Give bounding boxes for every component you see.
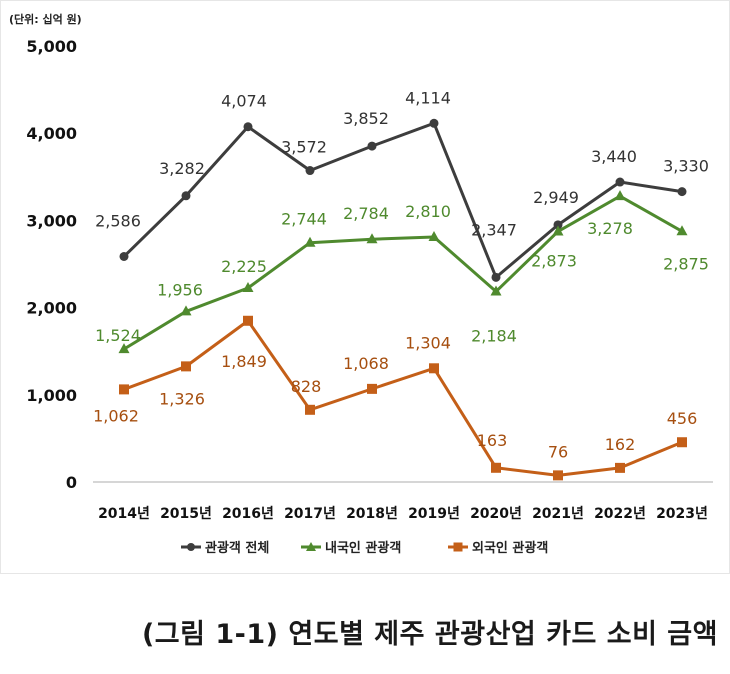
data-label: 1,304 xyxy=(405,333,451,352)
x-tick-label: 2022년 xyxy=(594,506,646,522)
data-point xyxy=(490,285,502,296)
chart-area: (단위: 십억 원) 0 1,000 2,000 3,000 4,000 5,000 20… xyxy=(0,0,730,574)
unit-label: (단위: 십억 원) xyxy=(9,12,82,26)
data-point xyxy=(429,363,439,374)
legend-label: 관광객 전체 xyxy=(205,540,269,556)
y-tick-label: 2,000 xyxy=(26,299,77,318)
x-tick-label: 2014년 xyxy=(98,506,150,522)
data-point xyxy=(243,122,253,132)
data-point xyxy=(614,190,626,201)
legend-marker xyxy=(306,542,316,551)
data-label: 162 xyxy=(605,435,636,454)
legend-marker xyxy=(187,543,195,551)
data-label: 828 xyxy=(291,377,322,396)
x-tick-label: 2017년 xyxy=(284,506,336,522)
x-tick-label: 2015년 xyxy=(160,506,212,522)
data-point xyxy=(491,462,501,473)
figure-caption: (그림 1-1) 연도별 제주 관광산업 카드 소비 금액 xyxy=(141,619,718,650)
y-tick-label: 5,000 xyxy=(26,37,77,56)
data-point xyxy=(243,315,253,326)
y-tick-label: 4,000 xyxy=(26,124,77,143)
data-point xyxy=(677,437,687,448)
series-line xyxy=(122,121,683,279)
x-tick-label: 2020년 xyxy=(470,506,522,522)
data-label: 1,524 xyxy=(95,326,141,345)
data-point xyxy=(553,220,563,230)
x-tick-label: 2023년 xyxy=(656,506,708,522)
legend-label: 외국인 관광객 xyxy=(472,540,548,556)
data-label: 2,184 xyxy=(471,327,517,346)
data-label: 456 xyxy=(667,409,698,428)
data-point xyxy=(366,233,378,244)
data-label: 2,875 xyxy=(663,254,709,273)
data-label: 163 xyxy=(477,431,508,450)
data-point xyxy=(367,383,377,394)
data-label: 2,949 xyxy=(533,188,579,207)
data-point xyxy=(304,236,316,247)
data-label: 3,440 xyxy=(591,147,637,166)
data-point xyxy=(491,272,501,282)
legend-label: 내국인 관광객 xyxy=(325,540,401,556)
data-label: 2,744 xyxy=(281,210,327,229)
data-point xyxy=(118,343,130,354)
data-label: 2,810 xyxy=(405,202,451,221)
data-label: 3,330 xyxy=(663,157,709,176)
data-label: 2,873 xyxy=(531,251,577,270)
data-label: 3,852 xyxy=(343,109,389,128)
data-point xyxy=(181,191,191,201)
data-label: 4,074 xyxy=(221,92,267,111)
data-point xyxy=(615,462,625,473)
data-point xyxy=(676,225,688,236)
data-label: 1,068 xyxy=(343,354,389,373)
data-label: 2,225 xyxy=(221,257,267,276)
data-point xyxy=(119,252,129,262)
x-tick-label: 2016년 xyxy=(222,506,274,522)
data-point xyxy=(429,118,439,128)
data-point xyxy=(552,225,564,236)
data-point xyxy=(677,187,687,197)
data-point xyxy=(428,230,440,241)
data-label: 2,784 xyxy=(343,204,389,223)
legend-marker xyxy=(453,542,463,552)
data-label: 3,572 xyxy=(281,138,327,157)
line-chart: (단위: 십억 원) 0 1,000 2,000 3,000 4,000 5,000 20… xyxy=(9,12,713,556)
data-label: 4,114 xyxy=(405,88,451,107)
data-point xyxy=(553,470,563,481)
y-tick-label: 1,000 xyxy=(26,386,77,405)
data-label: 3,278 xyxy=(587,219,633,238)
data-point xyxy=(119,384,129,395)
data-point xyxy=(367,141,377,151)
data-label: 76 xyxy=(548,442,568,461)
y-tick-label: 3,000 xyxy=(26,211,77,230)
data-point xyxy=(181,361,191,372)
data-label: 1,326 xyxy=(159,389,205,408)
x-tick-label: 2019년 xyxy=(408,506,460,522)
data-point xyxy=(305,166,315,176)
data-label: 3,282 xyxy=(159,159,205,178)
x-tick-label: 2018년 xyxy=(346,506,398,522)
series-line xyxy=(123,319,683,477)
data-label: 1,956 xyxy=(157,280,203,299)
data-point xyxy=(305,404,315,415)
data-point xyxy=(180,305,192,316)
data-label: 1,849 xyxy=(221,352,267,371)
data-label: 2,586 xyxy=(95,212,141,231)
y-tick-label: 0 xyxy=(66,473,77,492)
data-point xyxy=(242,281,254,292)
x-tick-label: 2021년 xyxy=(532,506,584,522)
data-point xyxy=(615,177,625,187)
data-label: 1,062 xyxy=(93,406,139,425)
data-label: 2,347 xyxy=(471,220,517,239)
series-line xyxy=(123,194,683,351)
